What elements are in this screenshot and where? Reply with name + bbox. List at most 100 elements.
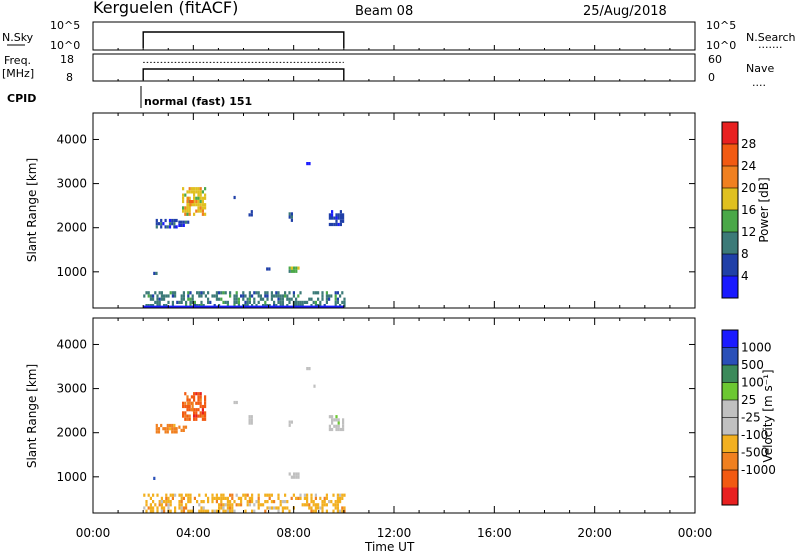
power-cell bbox=[257, 300, 260, 304]
power-cell bbox=[288, 297, 291, 301]
velocity-cell bbox=[332, 503, 335, 507]
power-cell bbox=[155, 225, 158, 229]
power-cell bbox=[288, 212, 291, 216]
power-cell bbox=[335, 213, 338, 217]
power-cell bbox=[204, 212, 207, 216]
velocity-cell bbox=[222, 493, 225, 497]
power-cell bbox=[189, 200, 192, 204]
freq-label-line1: Freq. bbox=[4, 54, 31, 67]
velocity-cell bbox=[342, 427, 345, 432]
velocity-cell bbox=[255, 500, 258, 504]
velocity-cell bbox=[195, 414, 198, 418]
velocity-cell bbox=[215, 496, 218, 500]
power-cell bbox=[188, 196, 191, 200]
velocity-cell bbox=[266, 506, 269, 510]
velocity-cell bbox=[190, 395, 193, 399]
power-cell bbox=[290, 269, 293, 273]
power-colorbar-segment bbox=[722, 188, 738, 210]
power-cell bbox=[188, 209, 191, 213]
power-cell bbox=[180, 220, 183, 224]
power-cell bbox=[187, 220, 190, 224]
velocity-cell bbox=[336, 503, 339, 507]
velocity-cell bbox=[167, 500, 170, 504]
power-cell bbox=[186, 190, 189, 194]
velocity-cell bbox=[339, 493, 342, 497]
velocity-cell bbox=[229, 509, 232, 513]
velocity-cell bbox=[180, 496, 183, 500]
power-cell bbox=[201, 206, 204, 210]
velocity-cell bbox=[328, 424, 331, 428]
power-cell bbox=[209, 300, 212, 304]
velocity-cell bbox=[299, 493, 302, 497]
power-cell bbox=[193, 212, 196, 216]
velocity-cell bbox=[175, 427, 178, 431]
power-cell bbox=[178, 223, 181, 227]
velocity-cell bbox=[165, 503, 168, 507]
velocity-cell bbox=[224, 509, 227, 513]
velocity-ylabel: Slant Range [km] bbox=[25, 364, 39, 468]
velocity-cell bbox=[275, 506, 278, 510]
velocity-cell bbox=[199, 414, 202, 418]
power-cell bbox=[167, 294, 170, 298]
power-cell bbox=[218, 291, 221, 295]
velocity-cell bbox=[314, 496, 317, 500]
power-colorbar-tick-label: 8 bbox=[741, 247, 749, 261]
velocity-cell bbox=[156, 506, 159, 510]
power-cell bbox=[277, 294, 280, 298]
velocity-cell bbox=[273, 500, 276, 504]
power-cell bbox=[295, 266, 298, 270]
velocity-cell bbox=[295, 496, 298, 500]
power-cell bbox=[290, 218, 293, 222]
power-cell bbox=[176, 300, 179, 304]
velocity-colorbar-segment bbox=[722, 382, 738, 400]
nsearch-legend: ....... bbox=[758, 38, 782, 51]
velocity-cell bbox=[332, 493, 335, 497]
power-cell bbox=[184, 212, 187, 216]
velocity-cell bbox=[259, 503, 262, 507]
velocity-cell bbox=[336, 506, 339, 510]
power-cell bbox=[295, 297, 298, 301]
velocity-cell bbox=[248, 503, 251, 507]
velocity-cell bbox=[268, 496, 271, 500]
power-cell bbox=[244, 300, 247, 304]
power-cell bbox=[175, 218, 178, 223]
velocity-cell bbox=[201, 408, 204, 412]
power-cell bbox=[193, 304, 196, 308]
power-cell bbox=[314, 300, 317, 304]
nsky-series-line bbox=[142, 31, 345, 48]
power-cell bbox=[171, 304, 174, 308]
velocity-cell bbox=[342, 424, 345, 428]
velocity-cell bbox=[224, 503, 227, 507]
power-cell bbox=[153, 271, 156, 275]
velocity-colorbar-label: Velocity [m s⁻¹] bbox=[761, 369, 775, 462]
power-cell bbox=[163, 304, 166, 308]
velocity-cell bbox=[220, 500, 223, 504]
velocity-cell bbox=[204, 395, 207, 399]
velocity-cell bbox=[204, 493, 207, 497]
velocity-cell bbox=[197, 392, 200, 396]
power-cell bbox=[180, 300, 183, 304]
velocity-cell bbox=[237, 496, 240, 500]
power-cell bbox=[337, 216, 340, 220]
velocity-cell bbox=[270, 500, 273, 504]
power-cell bbox=[248, 294, 251, 298]
power-colorbar-tick-label: 4 bbox=[741, 269, 749, 283]
power-cell bbox=[334, 300, 337, 304]
power-cell bbox=[195, 187, 198, 191]
power-cell bbox=[270, 291, 273, 295]
power-cell bbox=[288, 269, 291, 273]
velocity-cell bbox=[187, 401, 190, 405]
power-cell bbox=[279, 297, 282, 301]
power-cell bbox=[284, 294, 287, 298]
power-cell bbox=[191, 200, 194, 204]
velocity-cell bbox=[187, 509, 190, 513]
velocity-cell bbox=[246, 500, 249, 504]
velocity-cell bbox=[299, 496, 302, 500]
velocity-cell bbox=[339, 500, 342, 504]
power-cell bbox=[200, 304, 203, 308]
velocity-cell bbox=[312, 500, 315, 504]
power-cell bbox=[279, 304, 282, 308]
power-cell bbox=[191, 300, 194, 304]
power-cell bbox=[154, 300, 157, 304]
velocity-cell bbox=[163, 500, 166, 504]
